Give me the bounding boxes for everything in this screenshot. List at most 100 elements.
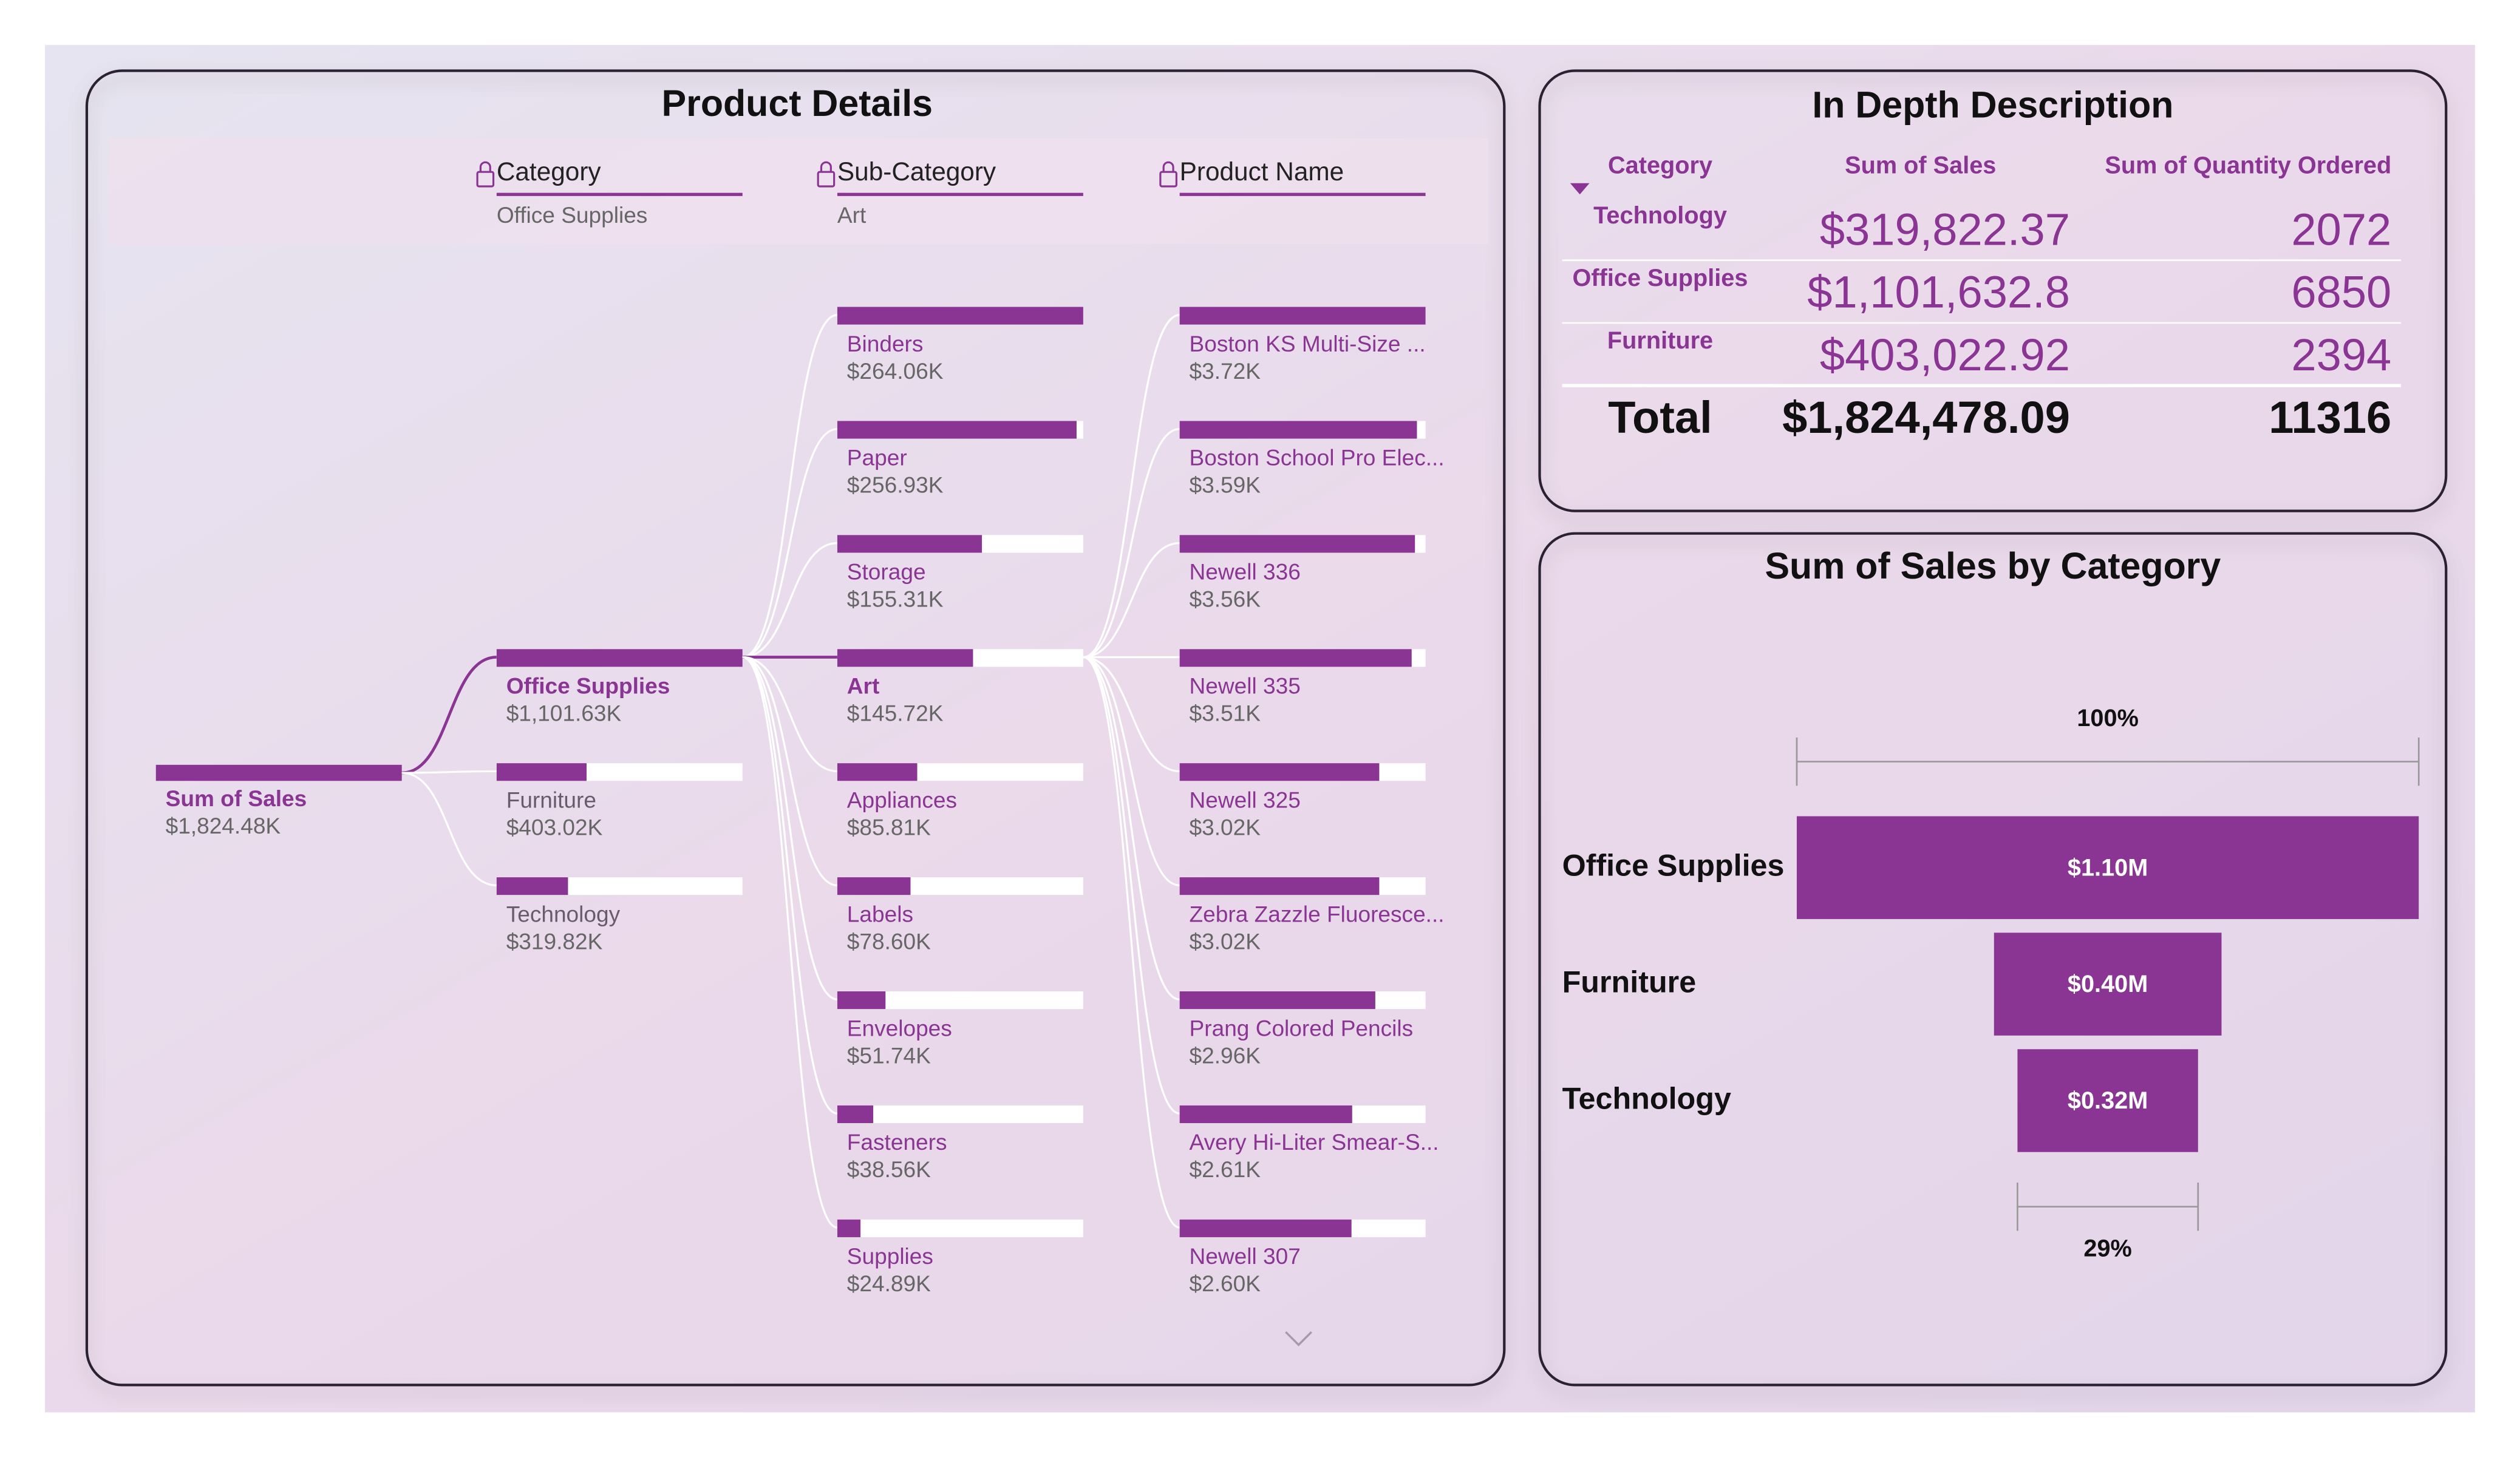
table-header: Sum of Quantity Ordered: [2105, 152, 2391, 179]
bar: [837, 763, 918, 781]
lock-shackle: [479, 161, 491, 172]
node-label: Newell 325: [1190, 787, 1301, 812]
connector: [742, 314, 838, 659]
table-cell: Technology: [1593, 202, 1727, 229]
funnel-title: Sum of Sales by Category: [1765, 545, 2221, 586]
node-value: $2.61K: [1190, 1156, 1261, 1182]
node-value: $1,101.63K: [506, 701, 622, 726]
connector: [742, 428, 838, 659]
bar: [1179, 877, 1380, 895]
node-value: $24.89K: [847, 1271, 931, 1296]
node-label: Furniture: [506, 787, 596, 812]
bar: [496, 877, 568, 895]
node-value: $3.59K: [1190, 472, 1261, 498]
node-value: $3.56K: [1190, 586, 1261, 612]
table-total: $1,824,478.09: [1782, 392, 2070, 443]
funnel-bar: [2017, 1049, 2198, 1152]
level-selection: Art: [837, 202, 867, 228]
funnel-bar: [1796, 816, 2419, 919]
node-label: Zebra Zazzle Fluoresce...: [1190, 901, 1445, 926]
top-percent: 100%: [2077, 705, 2139, 732]
node-value: $2.96K: [1190, 1042, 1261, 1068]
node-value: $145.72K: [847, 701, 944, 726]
table-cell: $403,022.92: [1820, 330, 2070, 380]
node-value: $3.51K: [1190, 701, 1261, 726]
connector: [1083, 656, 1180, 772]
connector: [1083, 656, 1180, 886]
node-label: Art: [847, 673, 880, 699]
bar: [1179, 307, 1426, 325]
table-cell: $319,822.37: [1820, 204, 2070, 254]
node-value: $319.82K: [506, 928, 603, 954]
connector: [1083, 656, 1180, 1115]
node-label: Avery Hi-Liter Smear-S...: [1190, 1129, 1439, 1155]
connector: [742, 656, 837, 772]
root-value: $1,824.48K: [166, 813, 281, 838]
node-label: Envelopes: [847, 1015, 952, 1041]
table-header: Category: [1608, 152, 1712, 179]
node-value: $3.02K: [1190, 928, 1261, 954]
lock-body: [1159, 171, 1177, 188]
node-label: Supplies: [847, 1243, 933, 1269]
lock-body: [476, 171, 495, 188]
connector: [742, 656, 838, 1229]
funnel-bar: [1994, 932, 2222, 1036]
node-value: $51.74K: [847, 1042, 931, 1068]
bar: [496, 649, 743, 667]
root-label: Sum of Sales: [166, 786, 307, 811]
connector: [1083, 656, 1180, 1000]
node-value: $256.93K: [847, 472, 944, 498]
bar: [837, 649, 973, 667]
value-label: $1.10M: [2068, 854, 2148, 881]
table-panel: [1538, 69, 2448, 512]
bar: [837, 307, 1083, 325]
category-label: Office Supplies: [1562, 847, 1785, 882]
node-label: Paper: [847, 445, 907, 470]
bar: [837, 991, 886, 1010]
level-selection: Office Supplies: [497, 202, 648, 228]
connector: [742, 656, 838, 1000]
value-label: $0.32M: [2068, 1087, 2148, 1114]
table-cell: Office Supplies: [1573, 265, 1748, 291]
connector: [742, 656, 838, 886]
node-value: $85.81K: [847, 814, 931, 840]
tree-header-band: [109, 138, 1488, 245]
bottom-percent: 29%: [2083, 1235, 2131, 1262]
category-label: Furniture: [1562, 964, 1697, 999]
bar: [1179, 1105, 1352, 1124]
node-label: Technology: [506, 901, 621, 926]
scroll-chevron: [1285, 1331, 1312, 1347]
bar-track: [837, 1219, 1083, 1237]
table-cell: Furniture: [1607, 327, 1713, 354]
connector: [742, 542, 837, 659]
root-bar: [155, 764, 402, 781]
node-label: Appliances: [847, 787, 957, 812]
node-label: Binders: [847, 331, 924, 356]
node-label: Boston KS Multi-Size ...: [1190, 331, 1426, 356]
node-value: $3.72K: [1190, 358, 1261, 384]
table-cell: 2394: [2291, 330, 2391, 380]
bar: [1179, 421, 1417, 439]
bar: [1179, 763, 1380, 781]
node-label: Prang Colored Pencils: [1190, 1015, 1414, 1041]
connector: [401, 770, 497, 774]
connector: [1083, 542, 1180, 659]
bar: [837, 421, 1077, 439]
lock-body: [817, 171, 836, 188]
node-label: Office Supplies: [506, 673, 670, 699]
value-label: $0.40M: [2068, 971, 2148, 997]
table-cell: $1,101,632.8: [1807, 267, 2070, 318]
table-cell: 2072: [2291, 204, 2391, 254]
category-label: Technology: [1562, 1081, 1731, 1115]
bar: [1179, 991, 1375, 1010]
level-header: Product Name: [1180, 157, 1344, 186]
node-value: $403.02K: [506, 814, 603, 840]
connector: [401, 772, 497, 886]
node-value: $3.02K: [1190, 814, 1261, 840]
node-label: Newell 307: [1190, 1243, 1301, 1269]
connector: [1083, 314, 1180, 659]
connector: [1083, 656, 1180, 1229]
node-label: Newell 335: [1190, 673, 1301, 699]
